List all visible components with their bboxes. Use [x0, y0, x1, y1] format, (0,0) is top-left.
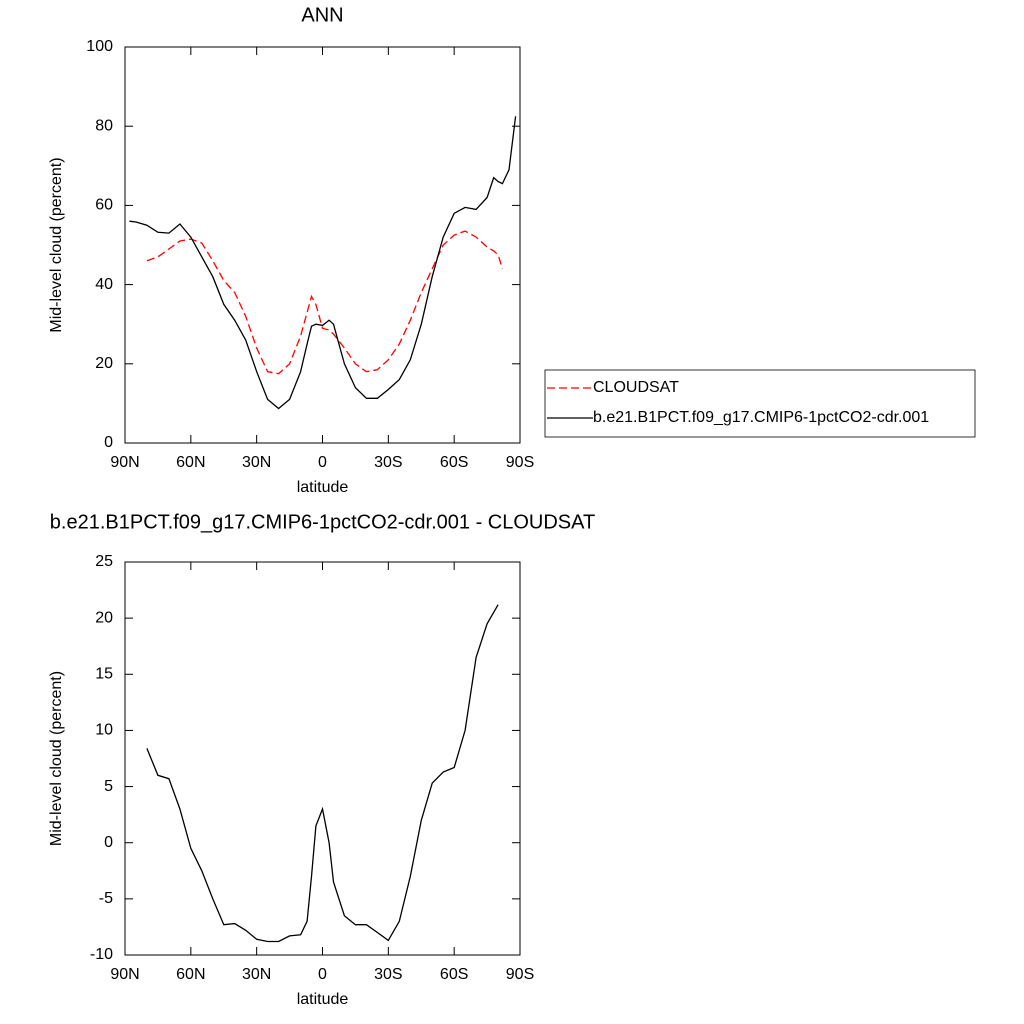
x-tick-label: 30S	[374, 454, 402, 471]
data-line	[146, 604, 499, 943]
y-tick-label: 80	[95, 117, 113, 134]
y-tick-label: 25	[95, 553, 113, 570]
y-tick-label: 10	[95, 722, 113, 739]
y-tick-label: 0	[104, 434, 113, 451]
data-line	[129, 116, 517, 410]
chart-title: ANN	[301, 4, 343, 26]
y-tick-label: 15	[95, 666, 113, 683]
x-tick-label: 90S	[506, 966, 534, 983]
chart-title: b.e21.B1PCT.f09_g17.CMIP6-1pctCO2-cdr.00…	[50, 511, 595, 533]
x-tick-label: 60N	[176, 454, 205, 471]
x-tick-label: 30N	[242, 454, 271, 471]
x-tick-label: 60N	[176, 966, 205, 983]
data-line	[146, 230, 504, 375]
y-tick-label: -5	[99, 890, 113, 907]
y-tick-label: 20	[95, 609, 113, 626]
x-tick-label: 30N	[242, 966, 271, 983]
y-tick-label: 100	[86, 38, 113, 55]
x-tick-label: 90N	[110, 454, 139, 471]
y-tick-label: 5	[104, 778, 113, 795]
plot-frame	[124, 46, 521, 444]
legend-label: CLOUDSAT	[593, 379, 679, 396]
y-tick-label: -10	[90, 946, 113, 963]
x-tick-label: 30S	[374, 966, 402, 983]
x-tick-label: 0	[318, 454, 327, 471]
x-tick-label: 90S	[506, 454, 534, 471]
x-tick-label: 0	[318, 966, 327, 983]
y-tick-label: 60	[95, 197, 113, 214]
x-axis-label: latitude	[297, 991, 349, 1008]
legend-box	[544, 369, 976, 438]
y-tick-label: 20	[95, 355, 113, 372]
plot-frame	[124, 561, 521, 956]
x-tick-label: 60S	[440, 966, 468, 983]
x-tick-label: 60S	[440, 454, 468, 471]
x-tick-label: 90N	[110, 966, 139, 983]
y-axis-label: Mid-level cloud (percent)	[48, 157, 65, 332]
legend-label: b.e21.B1PCT.f09_g17.CMIP6-1pctCO2-cdr.00…	[593, 409, 929, 426]
y-tick-label: 0	[104, 834, 113, 851]
y-tick-label: 40	[95, 276, 113, 293]
y-axis-label: Mid-level cloud (percent)	[48, 671, 65, 846]
x-axis-label: latitude	[297, 479, 349, 496]
